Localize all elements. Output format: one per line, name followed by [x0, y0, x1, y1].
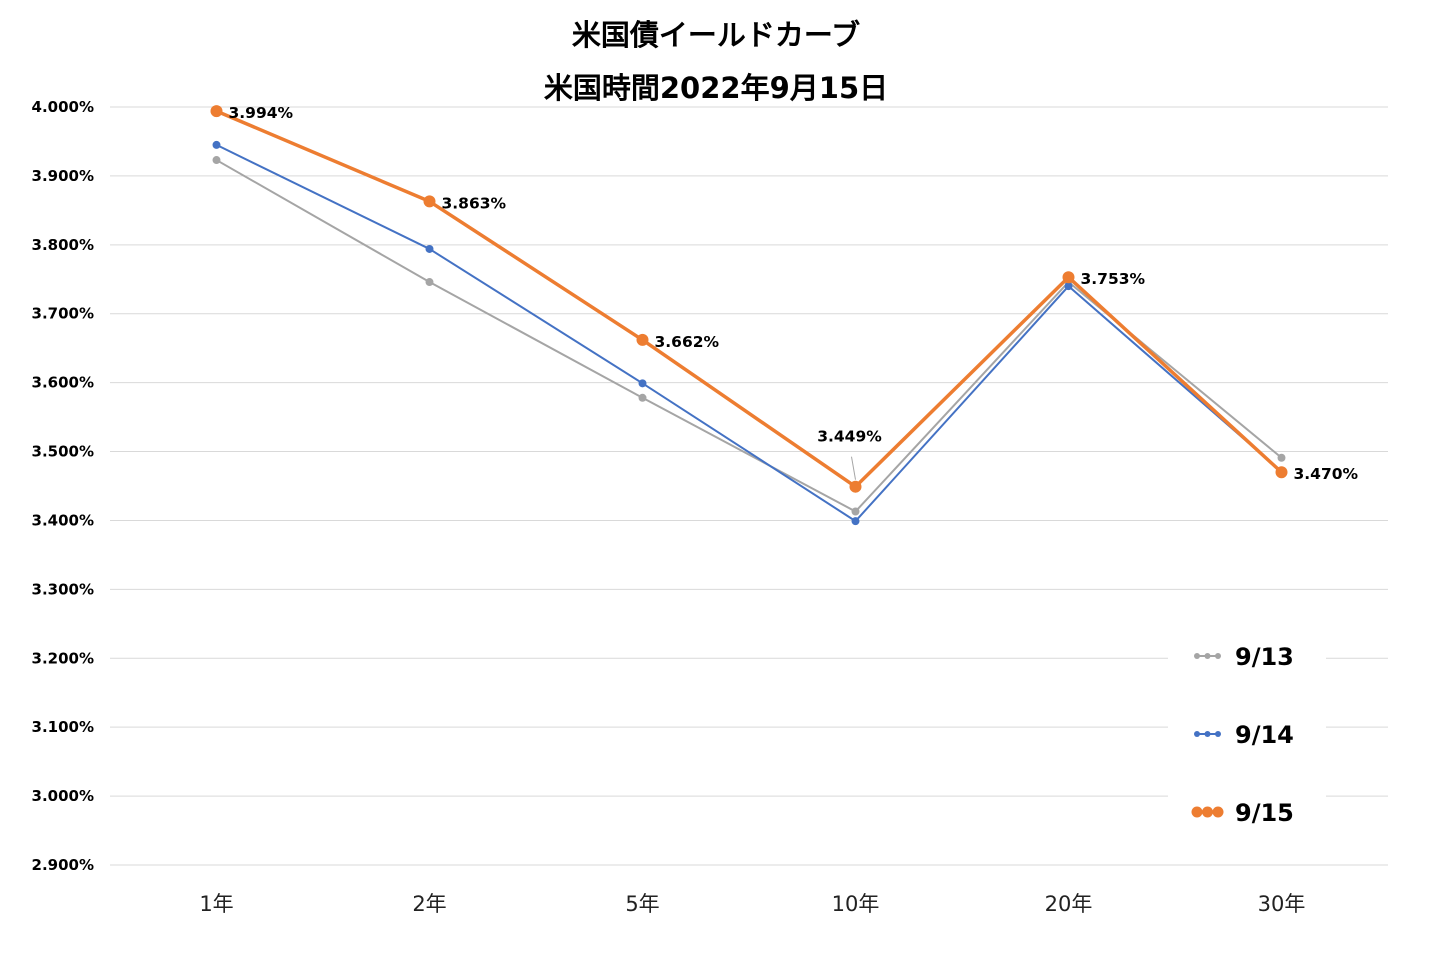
x-tick-label: 10年: [832, 892, 880, 916]
data-label: 3.662%: [655, 333, 720, 351]
data-label-leader-line: [851, 456, 856, 480]
x-tick-label: 1年: [199, 892, 233, 916]
series-line-3: [215, 109, 1283, 489]
legend-marker: [1194, 731, 1200, 737]
series-1-point: [638, 393, 647, 402]
data-label: 3.863%: [442, 194, 507, 212]
series-line-1: [216, 159, 1283, 513]
legend-marker: [1202, 806, 1213, 818]
x-tick-label: 2年: [412, 892, 446, 916]
data-label: 3.470%: [1294, 465, 1359, 483]
legend-marker: [1194, 653, 1200, 659]
series-3-point: [636, 333, 649, 346]
data-label: 3.753%: [1081, 270, 1146, 288]
series-2-point: [1064, 282, 1073, 291]
series-1-point: [1277, 453, 1286, 462]
legend-marker: [1204, 731, 1211, 737]
y-tick-label: 3.800%: [32, 236, 94, 254]
legend-box: [1168, 622, 1326, 840]
legend-label: 9/13: [1235, 643, 1294, 671]
series-1-point: [851, 507, 860, 516]
y-tick-label: 2.900%: [32, 856, 94, 874]
series-2-point: [851, 517, 860, 526]
chart-subtitle: 米国時間2022年9月15日: [544, 71, 888, 105]
series-2-point: [638, 379, 647, 388]
x-tick-label: 20年: [1045, 892, 1093, 916]
y-tick-label: 3.300%: [32, 580, 94, 598]
series-1-point: [425, 278, 434, 287]
y-tick-label: 3.400%: [32, 511, 94, 529]
y-axis-tick-labels: 4.000% 3.900% 3.800% 3.700% 3.600% 3.500% 3.40…: [32, 98, 94, 874]
y-tick-label: 3.700%: [32, 305, 94, 323]
legend-marker: [1191, 806, 1203, 818]
data-label: 3.449%: [817, 428, 882, 446]
legend-marker: [1204, 653, 1211, 659]
series-2-point: [212, 140, 221, 149]
legend-label: 9/15: [1235, 799, 1294, 827]
series-2-point: [425, 244, 434, 253]
legend-marker: [1215, 731, 1221, 737]
x-axis-tick-labels: 1年 2年 5年 10年 20年 30年: [199, 892, 1305, 916]
legend-marker: [1212, 806, 1224, 818]
y-tick-label: 3.500%: [32, 443, 94, 461]
y-tick-label: 3.900%: [32, 167, 94, 185]
data-label: 3.994%: [229, 104, 294, 122]
x-tick-label: 5年: [625, 892, 659, 916]
y-tick-label: 3.600%: [32, 374, 94, 392]
legend-marker: [1215, 653, 1221, 659]
series-3-point: [1275, 466, 1288, 479]
y-tick-label: 3.100%: [32, 718, 94, 736]
legend-label: 9/14: [1235, 721, 1294, 749]
series-3-point: [423, 195, 436, 208]
y-tick-label: 4.000%: [32, 98, 94, 116]
chart-title: 米国債イールドカーブ: [572, 18, 860, 52]
series-line-2: [216, 144, 1283, 523]
series-1-point: [212, 156, 221, 165]
x-tick-label: 30年: [1258, 892, 1306, 916]
y-tick-label: 3.200%: [32, 649, 94, 667]
series-lines: [210, 105, 1288, 526]
series-3-point: [1062, 271, 1075, 284]
legend: 9/13 9/14 9/15: [1168, 622, 1326, 840]
data-labels: 3.994% 3.863% 3.662% 3.449% 3.753% 3.470%: [229, 104, 1359, 483]
series-3-point: [849, 480, 862, 493]
series-3-point: [210, 105, 223, 118]
y-tick-label: 3.000%: [32, 787, 94, 805]
